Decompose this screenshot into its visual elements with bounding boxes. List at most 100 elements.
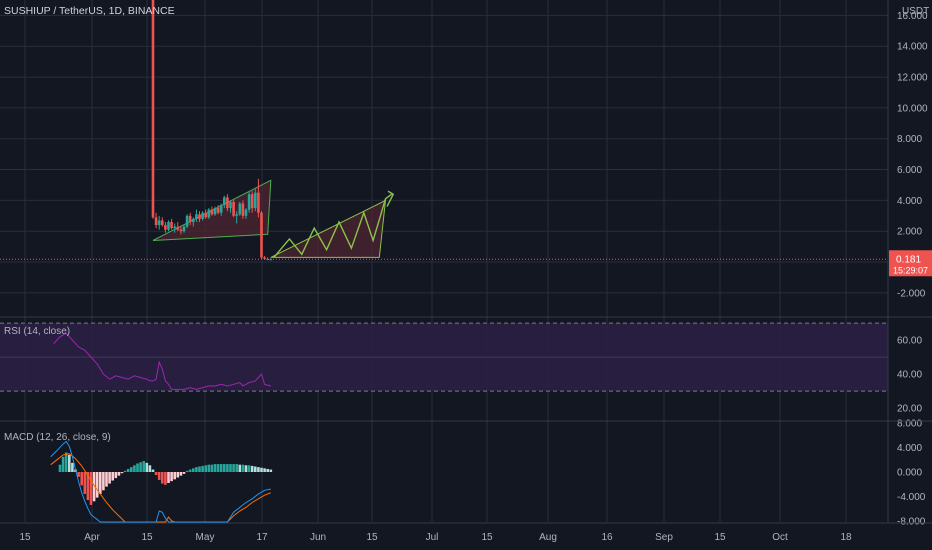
projected-wedge-area [270, 199, 387, 258]
macd-histogram-bar [226, 464, 229, 472]
macd-histogram-bar [114, 472, 118, 479]
last-price-badge [889, 250, 932, 277]
candle-body [179, 229, 183, 232]
macd-histogram-bar [216, 464, 220, 472]
candle-body [170, 221, 173, 229]
macd-histogram-bar [170, 472, 173, 482]
macd-histogram-bar [266, 468, 269, 472]
candle-body [254, 192, 257, 209]
macd-histogram-bar [167, 472, 170, 483]
macd-histogram-bar [219, 464, 223, 472]
macd-histogram-bar [254, 466, 257, 472]
macd-tick-label: 0.000 [897, 468, 922, 479]
x-tick-label: 15 [19, 532, 31, 543]
x-tick-label: Jul [426, 532, 439, 543]
macd-histogram-bar [238, 464, 242, 472]
x-tick-label: 18 [840, 532, 852, 543]
x-tick-label: 15 [366, 532, 378, 543]
rsi-tick-label: 20.00 [897, 404, 922, 415]
candle-body [226, 197, 229, 209]
macd-histogram-bar [102, 472, 105, 491]
macd-histogram-bar [157, 472, 161, 480]
macd-histogram-bar [142, 461, 145, 472]
candle-body [173, 226, 176, 229]
macd-histogram-bar [161, 472, 164, 484]
macd-histogram-bar [185, 470, 189, 472]
candle-body [210, 209, 214, 215]
macd-histogram-bar [58, 464, 62, 472]
macd-histogram-bar [201, 465, 204, 472]
candle-body [232, 201, 235, 216]
candle-body [247, 194, 251, 210]
macd-label: MACD (12, 26, close, 9) [4, 432, 111, 443]
macd-histogram-bar [207, 464, 211, 472]
x-tick-label: Apr [84, 532, 100, 543]
macd-histogram-bar [123, 470, 127, 472]
macd-histogram-bar [68, 454, 71, 472]
candle-body [198, 214, 201, 219]
macd-histogram-bar [108, 472, 111, 484]
macd-histogram-bar [126, 468, 130, 472]
macd-histogram-bar [195, 467, 198, 472]
rsi-line [53, 332, 271, 390]
candle-body [216, 208, 220, 213]
rsi-label: RSI (14, close) [4, 326, 70, 337]
price-tick-label: -2.000 [897, 288, 926, 299]
macd-histogram-bar [92, 472, 96, 502]
macd-histogram-bar [71, 462, 74, 472]
macd-histogram-bar [198, 466, 201, 472]
x-tick-label: 15 [141, 532, 153, 543]
macd-histogram-bar [77, 472, 80, 477]
macd-histogram-bar [105, 472, 108, 487]
candle-body [201, 212, 204, 219]
macd-histogram-bar [64, 452, 68, 472]
macd-histogram-bar [269, 469, 273, 472]
candle-body [164, 225, 167, 230]
candle-body [238, 203, 242, 215]
price-tick-label: 6.000 [897, 165, 922, 176]
macd-histogram-bar [136, 463, 139, 472]
candle-body [219, 205, 223, 213]
macd-histogram-bar [241, 464, 245, 472]
macd-tick-label: 4.000 [897, 443, 922, 454]
macd-histogram-bar [151, 469, 155, 472]
macd-histogram-bar [235, 464, 238, 472]
price-tick-label: 8.000 [897, 134, 922, 145]
price-tick-label: 12.000 [897, 73, 928, 84]
candle-body [229, 201, 232, 209]
x-tick-label: 15 [714, 532, 726, 543]
projection-arrowhead [386, 190, 395, 207]
macd-histogram-bar [83, 472, 87, 494]
macd-histogram-bar [99, 472, 102, 494]
macd-histogram-bar [213, 464, 217, 472]
macd-histogram-bar [229, 464, 232, 472]
x-tick-label: May [196, 532, 215, 543]
candle-body [213, 208, 217, 215]
macd-histogram-bar [210, 464, 214, 472]
projection-zigzag [273, 193, 393, 258]
macd-histogram-bar [154, 472, 158, 476]
rsi-tick-label: 60.00 [897, 336, 922, 347]
rsi-tick-label: 40.00 [897, 370, 922, 381]
candle-body [182, 226, 186, 232]
x-tick-label: Oct [772, 532, 788, 543]
macd-histogram-bar [145, 462, 149, 472]
candle-body [195, 214, 198, 219]
macd-histogram-bar [179, 472, 183, 476]
candle-body [241, 203, 245, 216]
price-candles [151, 0, 273, 261]
symbol-title: SUSHIUP / TetherUS, 1D, BINANCE [4, 5, 175, 17]
last-price-value: 0.181 [896, 254, 921, 265]
macd-histogram-bar [257, 467, 260, 472]
macd-histogram-bar [260, 467, 263, 472]
candle-body [167, 221, 170, 230]
candle-body [151, 0, 155, 218]
candle-body [244, 209, 248, 216]
macd-histogram-bar [250, 465, 254, 472]
macd-histogram-bar [120, 472, 124, 474]
macd-histogram-bar [61, 456, 65, 472]
macd-histogram-bar [95, 472, 99, 498]
macd-tick-label: -4.000 [897, 492, 926, 503]
